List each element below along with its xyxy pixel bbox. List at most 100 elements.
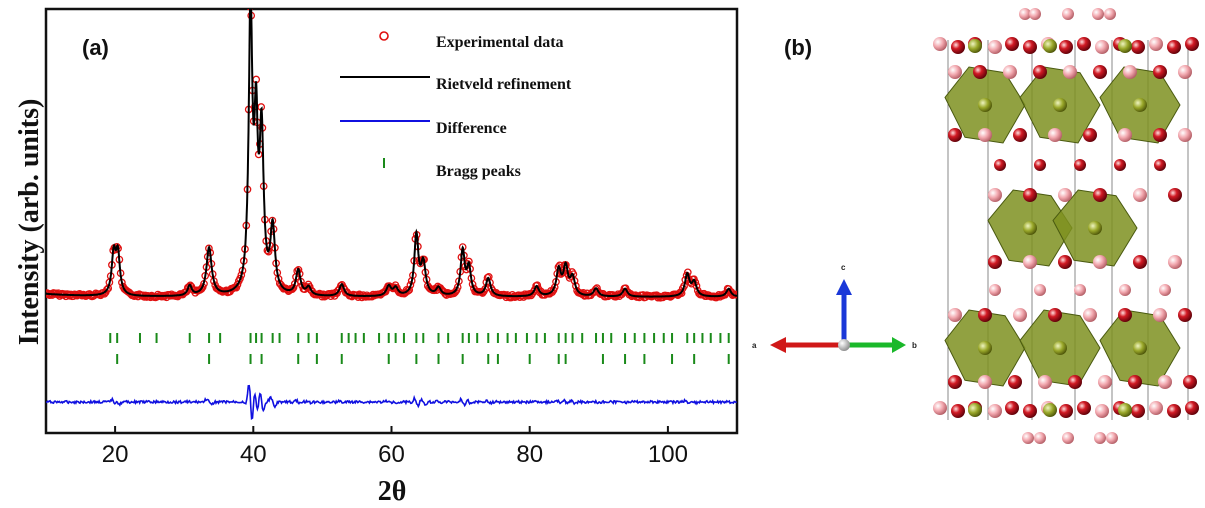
oxygen-atom — [933, 37, 947, 51]
legend-marker-experimental — [379, 31, 389, 41]
oxygen-atom — [1158, 375, 1172, 389]
legend-label-refinement: Rietveld refinement — [436, 76, 572, 93]
legend-label-bragg: Bragg peaks — [436, 163, 521, 180]
oxygen-atom — [1019, 8, 1031, 20]
metal-atom — [968, 403, 982, 417]
metal-atom — [1133, 341, 1147, 355]
oxygen-atom — [1008, 375, 1022, 389]
oxygen-atom — [1023, 40, 1037, 54]
experimental-data-point — [103, 285, 111, 294]
oxygen-atom — [1185, 401, 1199, 415]
a-axis-label: a — [752, 341, 757, 350]
axis-triad: a b c — [752, 263, 917, 353]
oxygen-atom — [1119, 284, 1131, 296]
metal-atom — [1088, 221, 1102, 235]
legend: Experimental data Rietveld refinement Di… — [340, 31, 572, 180]
oxygen-atom — [1023, 188, 1037, 202]
oxygen-atom — [1118, 308, 1132, 322]
oxygen-atom — [1013, 308, 1027, 322]
oxygen-atom — [948, 65, 962, 79]
oxygen-atom — [1068, 375, 1082, 389]
oxygen-atom — [1128, 375, 1142, 389]
oxygen-atom — [1104, 8, 1116, 20]
oxygen-atom — [1159, 284, 1171, 296]
metal-atom — [1118, 403, 1132, 417]
oxygen-atom — [1094, 432, 1106, 444]
oxygen-atom — [1178, 65, 1192, 79]
oxygen-atom — [1033, 65, 1047, 79]
x-axis-ticks: 20 40 60 80 100 — [102, 426, 688, 468]
metal-atom — [1043, 403, 1057, 417]
oxygen-atom — [1167, 40, 1181, 54]
oxygen-atom — [948, 308, 962, 322]
oxygen-atom — [1123, 65, 1137, 79]
oxygen-atom — [1029, 8, 1041, 20]
oxygen-atom — [988, 404, 1002, 418]
oxygen-atom — [988, 255, 1002, 269]
axis-origin — [838, 339, 850, 351]
oxygen-atom — [978, 128, 992, 142]
oxygen-atom — [1038, 375, 1052, 389]
oxygen-atom — [1062, 8, 1074, 20]
oxygen-atom — [1034, 159, 1046, 171]
oxygen-atom — [951, 404, 965, 418]
bragg-peaks-row-1 — [109, 333, 730, 343]
oxygen-atom — [1034, 284, 1046, 296]
bragg-peaks-row-2 — [116, 354, 730, 364]
oxygen-atom — [1154, 159, 1166, 171]
oxygen-atom — [1106, 432, 1118, 444]
oxygen-atom — [1149, 37, 1163, 51]
metal-atom — [1133, 98, 1147, 112]
b-axis-label: b — [912, 341, 917, 350]
oxygen-atom — [1083, 128, 1097, 142]
oxygen-atom — [1133, 188, 1147, 202]
legend-label-experimental: Experimental data — [436, 34, 564, 51]
metal-atom — [1043, 39, 1057, 53]
oxygen-atom — [1153, 308, 1167, 322]
c-axis-label: c — [841, 263, 846, 272]
oxygen-atom — [1022, 432, 1034, 444]
oxygen-atom — [1133, 255, 1147, 269]
oxygen-atom — [1168, 188, 1182, 202]
xrd-plot: 20 40 60 80 100 (a) Experimental data Rietve… — [14, 7, 739, 507]
oxygen-atom — [1003, 65, 1017, 79]
oxygen-atom — [1034, 432, 1046, 444]
metal-atom — [1053, 341, 1067, 355]
oxygen-atom — [1058, 188, 1072, 202]
x-tick-label: 80 — [516, 441, 543, 468]
oxygen-atom — [994, 159, 1006, 171]
crystal-structure — [933, 8, 1199, 444]
oxygen-atom — [1063, 65, 1077, 79]
oxygen-atom — [1118, 128, 1132, 142]
oxygen-atom — [1092, 8, 1104, 20]
plot-frame — [44, 7, 739, 435]
oxygen-atom — [1013, 128, 1027, 142]
metal-atom — [1118, 39, 1132, 53]
oxygen-atom — [1062, 432, 1074, 444]
oxygen-atom — [988, 188, 1002, 202]
metal-atom — [978, 98, 992, 112]
oxygen-atom — [973, 65, 987, 79]
oxygen-atom — [1153, 65, 1167, 79]
oxygen-atom — [951, 40, 965, 54]
oxygen-atom — [978, 375, 992, 389]
metal-atom — [978, 341, 992, 355]
difference-line — [46, 384, 737, 421]
oxygen-atom — [933, 401, 947, 415]
c-axis-arrowhead — [836, 279, 852, 295]
oxygen-atom — [1093, 188, 1107, 202]
oxygen-atom — [1178, 128, 1192, 142]
a-axis-arrowhead — [770, 337, 786, 353]
legend-label-difference: Difference — [436, 120, 507, 137]
oxygen-atom — [1059, 404, 1073, 418]
experimental-data-point — [677, 289, 686, 298]
oxygen-atom — [1178, 308, 1192, 322]
rietveld-refinement-line — [46, 9, 737, 298]
oxygen-atom — [1058, 255, 1072, 269]
oxygen-atom — [1048, 128, 1062, 142]
x-tick-label: 20 — [102, 441, 129, 468]
oxygen-atom — [1153, 128, 1167, 142]
oxygen-atom — [1074, 284, 1086, 296]
x-tick-label: 60 — [378, 441, 405, 468]
experimental-data-point — [402, 285, 411, 294]
